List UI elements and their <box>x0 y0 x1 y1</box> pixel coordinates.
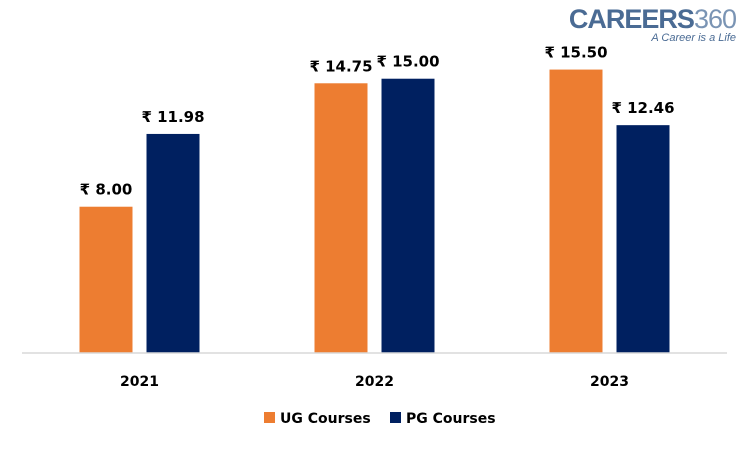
bar-ug-2021 <box>79 206 133 353</box>
legend-swatch-pg <box>390 412 401 423</box>
data-label: ₹ 8.00 <box>80 181 133 199</box>
x-tick-label: 2023 <box>590 374 629 390</box>
careers360-logo: CAREERS360 A Career is a Life <box>568 4 737 44</box>
bar-pg-2022 <box>381 78 435 353</box>
logo-brand: CAREERS <box>568 4 695 34</box>
logo-tagline: A Career is a Life <box>651 32 736 44</box>
data-label: ₹ 15.00 <box>376 53 439 71</box>
data-label: ₹ 12.46 <box>611 99 674 117</box>
data-label: ₹ 14.75 <box>309 57 372 75</box>
data-label: ₹ 11.98 <box>141 108 204 126</box>
x-tick-label: 2022 <box>355 374 394 390</box>
legend-swatch-ug <box>264 412 275 423</box>
x-tick-label: 2021 <box>120 374 159 390</box>
bar-pg-2023 <box>616 125 670 353</box>
logo-number: 360 <box>693 4 737 34</box>
bar-ug-2022 <box>314 83 368 354</box>
data-label: ₹ 15.50 <box>544 44 607 62</box>
bar-ug-2023 <box>549 69 603 354</box>
legend-label: UG Courses <box>280 411 371 427</box>
bar-pg-2021 <box>146 133 200 353</box>
legend-label: PG Courses <box>406 411 496 427</box>
